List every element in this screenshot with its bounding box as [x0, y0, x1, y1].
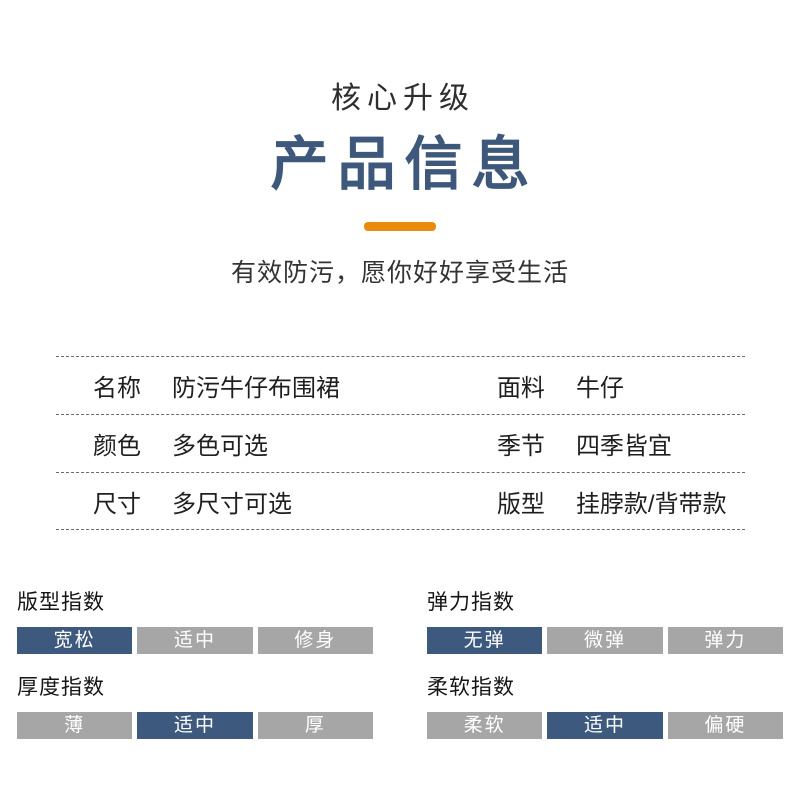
index-bar: 宽松 适中 修身 — [17, 627, 373, 654]
index-segment: 微弹 — [547, 627, 663, 654]
index-segment: 弹力 — [667, 627, 783, 654]
spec-row-1: 名称 防污牛仔布围裙 面料 牛仔 — [56, 356, 745, 414]
index-block-fit: 版型指数 宽松 适中 修身 — [17, 590, 373, 654]
page-title: 产品信息 — [270, 132, 539, 197]
spec-row-2: 颜色 多色可选 季节 四季皆宜 — [56, 414, 745, 472]
spec-label: 颜色 — [93, 433, 141, 460]
header-subtitle: 核心升级 — [331, 82, 475, 115]
page-header: 核心升级 产品信息 有效防污，愿你好好享受生活 — [0, 0, 800, 288]
spec-table: 名称 防污牛仔布围裙 面料 牛仔 颜色 多色可选 季节 四季皆宜 尺寸 多尺寸可… — [56, 356, 745, 530]
index-title: 厚度指数 — [17, 676, 105, 699]
index-segment: 柔软 — [427, 712, 543, 739]
index-segment: 薄 — [17, 712, 133, 739]
spec-label: 尺寸 — [93, 490, 141, 518]
index-title: 弹力指数 — [427, 591, 515, 614]
index-segment: 适中 — [137, 627, 253, 654]
index-segment: 适中 — [137, 712, 253, 739]
title-underline-bar — [364, 222, 436, 231]
spec-cell-name: 名称 防污牛仔布围裙 — [56, 368, 435, 403]
index-segment: 偏硬 — [667, 712, 783, 739]
index-block-thickness: 厚度指数 薄 适中 厚 — [17, 675, 373, 739]
spec-value: 多尺寸可选 — [172, 490, 292, 518]
index-bar: 柔软 适中 偏硬 — [427, 712, 783, 739]
index-title: 柔软指数 — [427, 676, 515, 699]
spec-cell-color: 颜色 多色可选 — [56, 426, 435, 461]
spec-row-3: 尺寸 多尺寸可选 版型 挂脖款/背带款 — [56, 472, 745, 530]
spec-value: 防污牛仔布围裙 — [172, 375, 340, 402]
spec-label: 版型 — [496, 490, 545, 518]
spec-label: 面料 — [496, 375, 545, 402]
index-bar: 薄 适中 厚 — [17, 712, 373, 739]
spec-cell-style: 版型 挂脖款/背带款 — [435, 484, 745, 519]
spec-cell-season: 季节 四季皆宜 — [435, 426, 745, 461]
index-block-elasticity: 弹力指数 无弹 微弹 弹力 — [427, 590, 783, 654]
spec-value: 四季皆宜 — [575, 433, 672, 460]
index-segment: 厚 — [257, 712, 373, 739]
index-bar: 无弹 微弹 弹力 — [427, 627, 783, 654]
index-block-softness: 柔软指数 柔软 适中 偏硬 — [427, 675, 783, 739]
index-segment: 宽松 — [17, 627, 133, 654]
spec-cell-size: 尺寸 多尺寸可选 — [56, 484, 435, 519]
spec-value: 挂脖款/背带款 — [575, 490, 727, 518]
tagline: 有效防污，愿你好好享受生活 — [230, 259, 569, 287]
spec-cell-fabric: 面料 牛仔 — [435, 368, 745, 403]
index-segment: 适中 — [547, 712, 663, 739]
index-segment: 修身 — [257, 627, 373, 654]
spec-value: 牛仔 — [575, 375, 624, 402]
spec-value: 多色可选 — [172, 433, 268, 460]
spec-label: 名称 — [93, 375, 141, 402]
index-grid: 版型指数 宽松 适中 修身 弹力指数 无弹 微弹 弹力 厚度指数 薄 适中 厚 — [17, 590, 800, 739]
index-title: 版型指数 — [17, 591, 105, 614]
index-segment: 无弹 — [427, 627, 543, 654]
spec-label: 季节 — [496, 433, 545, 460]
